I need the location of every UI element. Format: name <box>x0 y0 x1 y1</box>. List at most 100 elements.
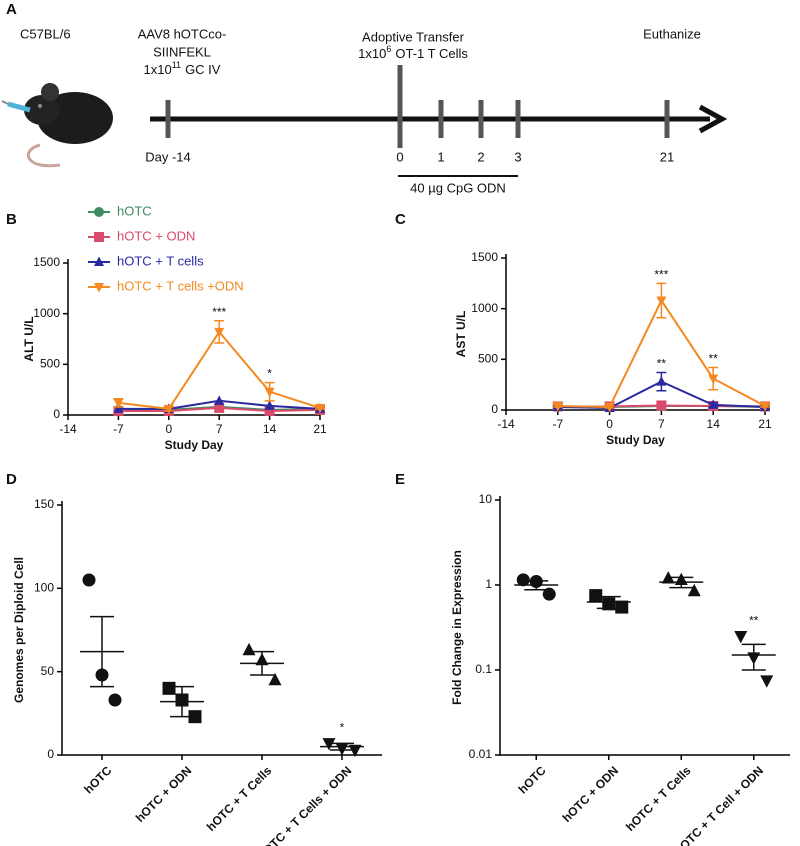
significance: *** <box>212 305 226 319</box>
y-tick-label: 100 <box>34 581 54 595</box>
marker <box>94 232 104 242</box>
marker <box>108 693 122 707</box>
dose: 1x1011 GC IV <box>144 60 221 77</box>
x-tick-label: -7 <box>552 417 563 431</box>
marker <box>94 207 104 217</box>
error-bar <box>741 643 766 671</box>
day-labels: Day -14 0 1 2 3 21 <box>145 149 674 164</box>
marker <box>708 374 719 385</box>
y-tick-label: 0.1 <box>475 662 492 676</box>
transfer: Adoptive Transfer <box>362 29 465 44</box>
marker <box>94 283 104 293</box>
marker <box>188 710 202 724</box>
x-tick-label: 0 <box>165 422 172 436</box>
y-tick-label: 500 <box>478 352 498 366</box>
legend-label: hOTC <box>117 203 152 218</box>
x-tick-label: 21 <box>758 417 772 431</box>
y-tick-label: 50 <box>41 664 55 678</box>
y-tick-label: 0 <box>47 747 54 761</box>
day-label: Day -14 <box>145 149 191 164</box>
marker <box>552 401 563 412</box>
y-tick-label: 10 <box>479 492 493 506</box>
marker <box>542 587 556 601</box>
x-tick-label: 7 <box>658 417 665 431</box>
error-bar <box>669 576 694 589</box>
dose-unit: GC IV <box>185 62 221 77</box>
x-tick-label: -14 <box>497 417 515 431</box>
x-tick-label: 0 <box>606 417 613 431</box>
x-tick-label: 14 <box>263 422 277 436</box>
y-tick-label: 1000 <box>33 306 60 320</box>
y-tick-label: 1500 <box>471 250 498 264</box>
x-tick-label: -14 <box>59 422 77 436</box>
marker <box>734 630 748 644</box>
significance: ** <box>749 613 759 627</box>
mouse-icon <box>1 83 113 168</box>
legend-label: hOTC + T cells <box>117 253 204 268</box>
y-tick-label: 1 <box>485 577 492 591</box>
marker <box>214 402 225 413</box>
marker <box>162 681 176 695</box>
significance: ** <box>657 357 667 371</box>
y-tick-label: 500 <box>40 357 60 371</box>
day-label: 2 <box>477 149 484 164</box>
day-label: 21 <box>660 149 674 164</box>
cells-base: 1x10 <box>358 46 386 61</box>
day-label: 1 <box>437 149 444 164</box>
marker <box>82 573 96 587</box>
y-axis-title: ALT U/L <box>22 316 36 361</box>
vector: AAV8 hOTCco- <box>138 26 227 41</box>
marker <box>348 744 362 758</box>
error-bar <box>596 595 621 610</box>
x-tick-label: -7 <box>113 422 124 436</box>
arrow-head <box>698 104 728 134</box>
marker <box>615 600 629 614</box>
x-tick-label: hOTC + ODN <box>560 763 622 825</box>
axis-line <box>499 496 790 756</box>
panel-label: E <box>395 471 405 488</box>
x-tick-label: hOTC <box>81 763 114 796</box>
x-axis-title: Study Day <box>165 438 224 452</box>
marker <box>315 403 325 414</box>
marker <box>589 589 603 603</box>
vector: SIINFEKL <box>153 44 211 59</box>
marker <box>214 395 225 405</box>
error-bar <box>170 685 194 718</box>
significance: *** <box>654 268 668 282</box>
marker <box>264 387 275 398</box>
day-label: 0 <box>396 149 403 164</box>
x-tick-label: hOTC <box>516 763 549 796</box>
panel-label: B <box>6 211 17 228</box>
y-tick-label: 150 <box>34 497 54 511</box>
y-tick-label: 1500 <box>33 255 60 269</box>
error-bar <box>330 742 354 751</box>
y-tick-label: 0 <box>53 407 60 421</box>
x-tick-label: 7 <box>216 422 223 436</box>
cells-exp: 6 <box>386 44 391 54</box>
panel-a: A C57BL/6 AAV8 hOTCco- SIINFEKL 1x1011 GC… <box>1 1 728 195</box>
marker <box>687 583 701 597</box>
error-bar <box>90 615 114 688</box>
x-axis-title: Study Day <box>606 433 665 447</box>
marker <box>322 738 336 751</box>
y-tick-label: 1000 <box>471 301 498 315</box>
day-label: 3 <box>514 149 521 164</box>
timeline-ticks <box>165 65 670 148</box>
marker <box>656 400 667 411</box>
dose-exp: 11 <box>172 60 181 70</box>
marker <box>163 404 174 415</box>
y-axis-title: AST U/L <box>454 311 468 358</box>
marker <box>661 571 675 584</box>
y-tick-label: 0.01 <box>469 747 493 761</box>
x-tick-label: hOTC + ODN <box>133 763 195 825</box>
significance: * <box>267 367 272 381</box>
error-bar <box>250 650 274 676</box>
axis-line <box>61 501 382 756</box>
marker <box>516 573 530 587</box>
cells-unit: OT-1 T Cells <box>395 46 468 61</box>
panel-label: C <box>395 211 406 228</box>
error-bar <box>524 580 549 591</box>
x-tick-label: 14 <box>707 417 721 431</box>
y-axis-title: Fold Change in Expression <box>450 550 464 705</box>
